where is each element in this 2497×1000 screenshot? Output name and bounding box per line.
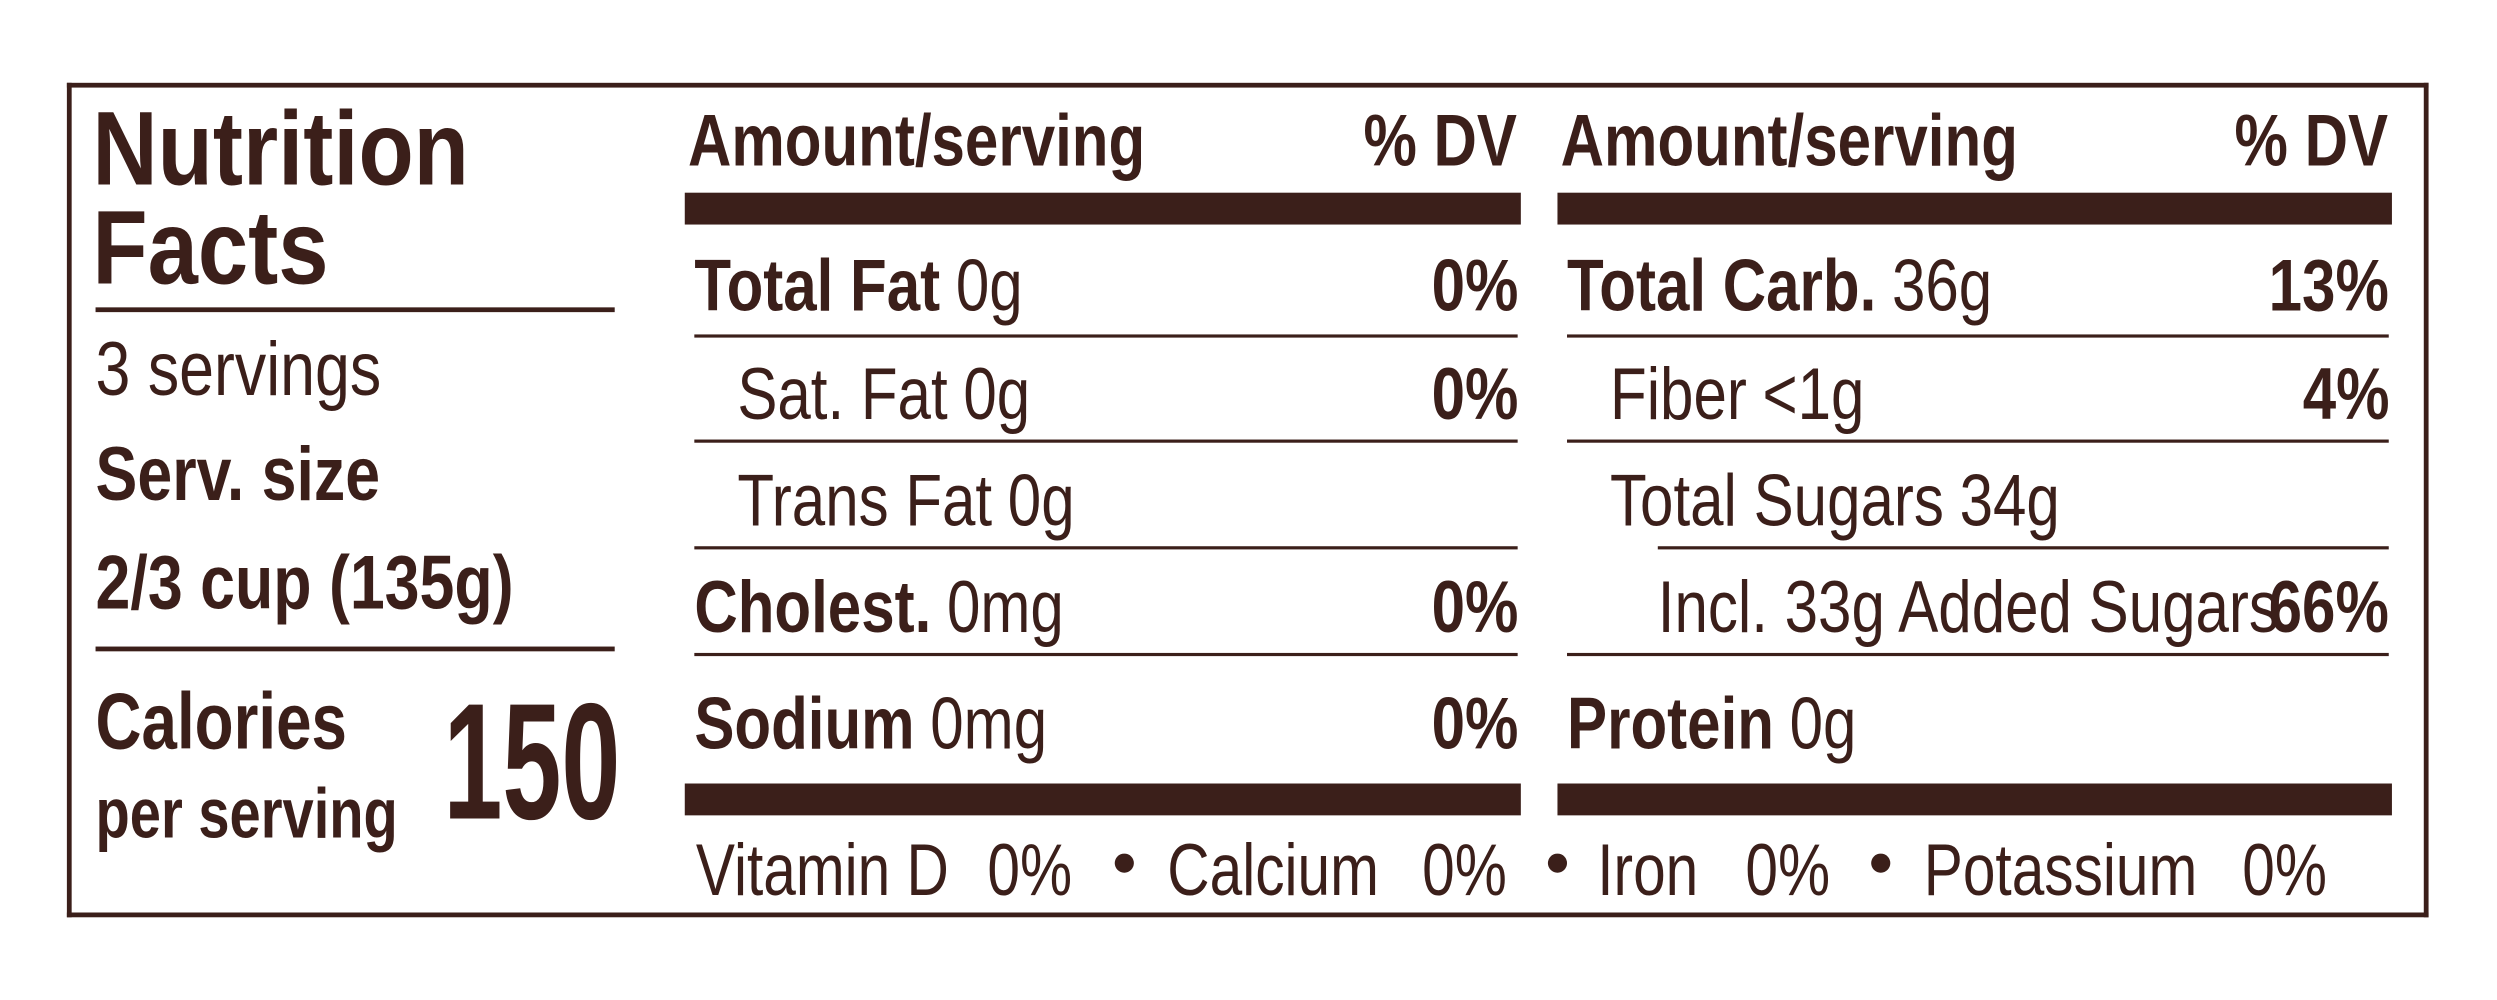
thick-bar [1557,192,2392,225]
row-line [694,652,1518,657]
row-line [1567,652,2389,657]
nutrient-amount: 36g [1891,243,1993,327]
nutrient-amount: <1g [1762,351,1865,435]
vitamin-dv: 0% [2242,827,2327,911]
servings: 3 servings [95,328,382,413]
nutrient-amount: 34g [1959,458,2060,542]
vitamin-name: Vitamin D [695,827,949,911]
nutrient-name: Sat. Fat [737,351,948,435]
nutrient-name: Cholest. [694,565,932,648]
row-line [694,546,1518,550]
serving-size: 2/3 cup (135g) [95,541,514,627]
serving-size-label: Serv. size [95,433,381,518]
nutrient-row: Total Carb. 36g [1567,248,1992,321]
nutrient-row: Protein 0g [1567,686,1856,759]
border-right [2423,82,2429,918]
vitamin-dv: 0% [1745,827,1831,911]
nutrient-amount: 0g [1789,681,1857,765]
border-top [66,82,2429,88]
bullet [1114,853,1134,873]
nutrient-row: Sat. Fat 0g [737,357,1030,430]
nutrient-amount: 0mg [930,681,1048,765]
column-header: % DV [2235,98,2389,182]
bullet [1871,853,1891,873]
nutrient-amount: 0g [955,243,1023,327]
nutrient-name: Total Carb. [1567,243,1877,327]
thick-bar [1557,783,2392,816]
row-line [694,334,1518,338]
nutrient-name: Total Fat [694,243,941,327]
nutrient-name: Protein [1567,681,1774,765]
nutrient-dv: 0% [1430,681,1518,765]
nutrient-amount: 0g [1007,458,1075,542]
nutrient-dv: 4% [2301,351,2389,435]
nutrient-row: Total Sugars 34g [1610,463,2060,536]
nutrient-name: Total Sugars [1610,458,1944,542]
row-line [1567,439,2389,443]
divider [95,307,615,313]
nutrient-amount: 0g [963,351,1031,435]
nutrient-row: Sodium 0mg [694,686,1047,759]
vitamin-name: Potassium [1923,827,2198,911]
vitamin-name: Iron [1597,827,1699,911]
nutrient-amount: 0mg [946,565,1064,648]
nutrient-dv: 0% [1430,565,1518,648]
thick-bar [684,192,1521,225]
calories-value: 150 [444,669,622,855]
title: Nutrition [92,89,469,207]
vitamin-dv: 0% [1422,827,1507,911]
nutrient-name: Trans Fat [737,458,993,542]
nutrient-name: Fiber [1610,351,1747,435]
border-left [66,82,72,918]
row-line [1567,334,2389,338]
calories-label: per serving [95,774,398,853]
column-header: Amount/serving [687,98,1146,182]
vitamin-name: Calcium [1167,827,1379,911]
nutrient-row: Total Fat 0g [694,248,1022,321]
row-line [694,439,1518,443]
border-bottom [66,912,2429,918]
calories-label: Calories [95,676,347,766]
nutrient-name: Incl. 33g Added Sugars [1657,565,2279,648]
nutrient-dv: 0% [1430,243,1518,327]
nutrient-row: Fiber <1g [1610,357,1864,430]
row-line [1657,546,2389,550]
nutrient-name: Sodium [694,681,915,765]
nutrient-row: Cholest. 0mg [694,570,1063,643]
vitamin-dv: 0% [987,827,1073,911]
nutrient-dv: 0% [1430,351,1518,435]
nutrient-dv: 13% [2268,243,2389,327]
column-header: % DV [1364,98,1518,182]
thick-bar [684,783,1521,816]
bullet [1547,853,1568,873]
title: Facts [92,187,329,306]
nutrient-row: Trans Fat 0g [737,463,1074,536]
column-header: Amount/serving [1560,98,2018,182]
nutrient-row: Incl. 33g Added Sugars [1658,570,2279,643]
nutrient-dv: 66% [2268,565,2389,648]
divider [95,646,615,652]
